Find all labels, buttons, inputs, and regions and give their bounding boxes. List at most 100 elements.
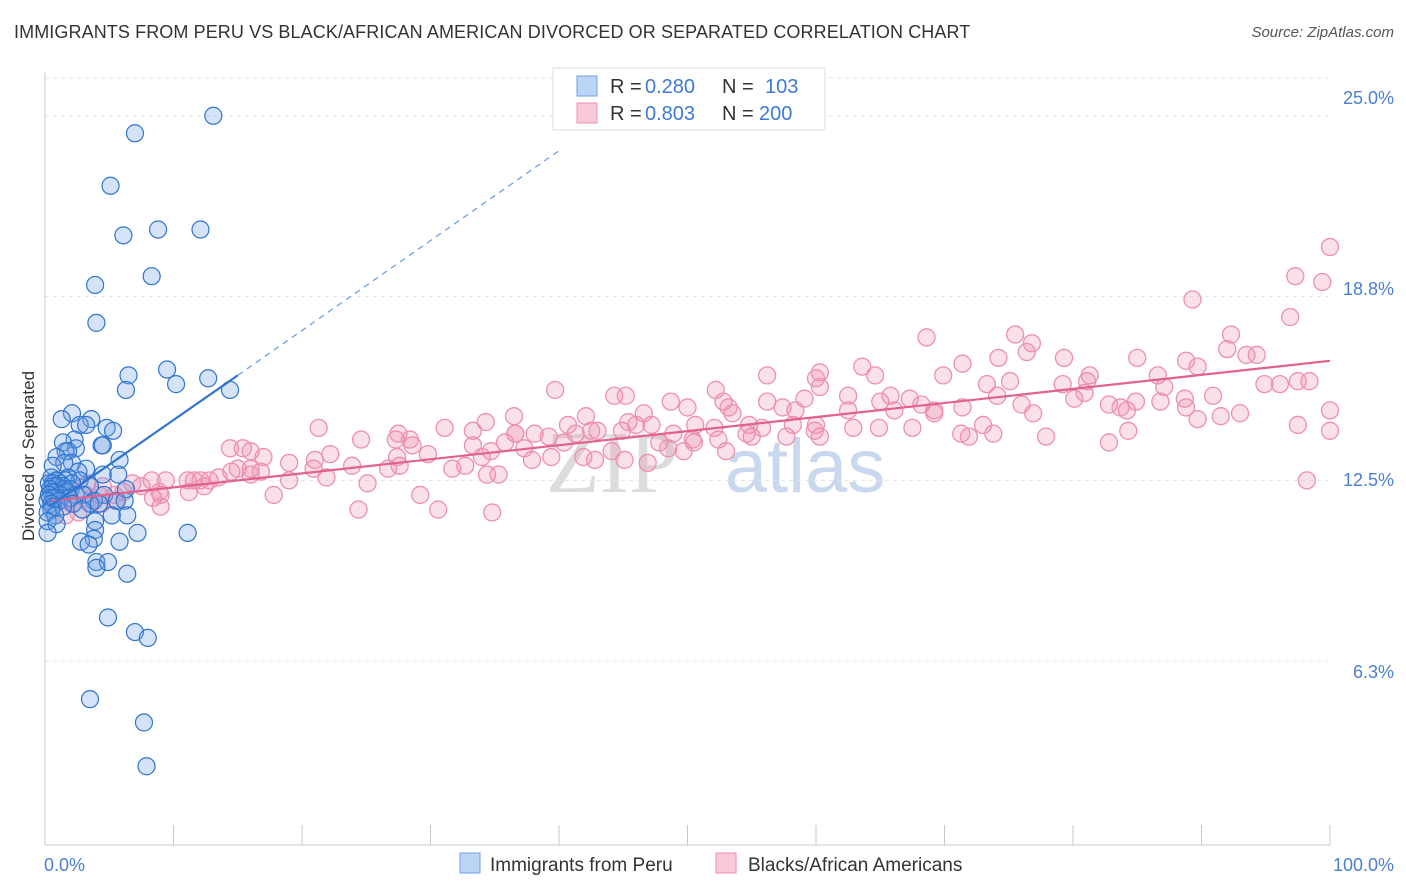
y-tick-label-6-3: 6.3%	[1353, 662, 1394, 682]
black-point	[1128, 348, 1147, 368]
x-tick-label-max: 100.0%	[1333, 855, 1394, 875]
legend-black-r-value: 0.803	[645, 103, 695, 125]
peru-point	[157, 360, 177, 379]
trend-lines	[48, 150, 1331, 508]
peru-point	[148, 220, 168, 239]
peru-trend-extension	[237, 150, 560, 376]
black-point	[881, 386, 900, 405]
black-point	[742, 427, 761, 446]
black-point	[264, 485, 283, 505]
black-trend-line	[51, 359, 1331, 502]
black-point	[777, 427, 796, 446]
y-tick-label-18-8: 18.8%	[1343, 279, 1394, 299]
black-point	[1218, 339, 1237, 359]
black-point	[351, 430, 371, 449]
black-point	[317, 468, 336, 487]
peru-point	[80, 690, 100, 709]
peru-point	[204, 106, 223, 125]
black-point	[1053, 374, 1072, 394]
series-peru-points	[38, 106, 240, 776]
black-point	[1017, 342, 1036, 362]
black-point	[1183, 290, 1202, 309]
black-point	[525, 424, 544, 443]
black-point	[615, 450, 634, 470]
peru-point	[109, 465, 128, 484]
black-point	[1176, 351, 1196, 370]
black-point	[903, 418, 922, 438]
black-point	[349, 500, 368, 519]
peru-point	[125, 124, 145, 143]
legend-peru-n-value: 103	[765, 76, 798, 98]
black-point	[1188, 357, 1207, 376]
peru-point	[79, 535, 98, 554]
black-point	[989, 348, 1008, 368]
black-point	[179, 482, 199, 502]
peru-point	[134, 713, 154, 732]
black-point	[241, 459, 260, 478]
black-point	[1313, 272, 1332, 292]
black-point	[959, 427, 979, 446]
peru-point	[98, 552, 118, 572]
black-point	[1255, 374, 1274, 394]
legend-black-swatch	[576, 102, 598, 124]
black-point	[1221, 325, 1241, 344]
legend-black-label: Blacks/African Americans	[748, 855, 962, 876]
black-point	[195, 477, 214, 496]
black-point	[1000, 372, 1020, 391]
black-point	[806, 369, 826, 388]
black-point	[758, 366, 777, 385]
black-point	[1300, 372, 1319, 391]
peru-point	[101, 176, 120, 195]
black-point	[386, 430, 405, 449]
black-point	[934, 366, 953, 385]
black-point	[1297, 471, 1317, 490]
black-point	[220, 439, 240, 458]
legend-peru-swatch	[576, 75, 598, 97]
black-point	[638, 453, 657, 473]
x-axis-ticks	[44, 825, 1331, 845]
black-point	[1006, 325, 1025, 344]
legend-black-n-label: N =	[722, 103, 754, 125]
black-point	[435, 418, 454, 438]
black-point	[1237, 345, 1256, 365]
peru-point	[166, 375, 186, 394]
black-point	[539, 427, 558, 446]
black-point	[463, 421, 483, 440]
black-point	[309, 418, 328, 438]
peru-point	[118, 506, 137, 525]
black-point	[1024, 404, 1043, 423]
black-point	[869, 418, 889, 438]
black-point	[545, 380, 565, 400]
black-point	[925, 401, 944, 420]
peru-point	[128, 523, 147, 542]
legend-box	[552, 67, 826, 131]
peru-point	[137, 757, 156, 776]
gridlines	[45, 77, 1330, 662]
peru-point	[82, 410, 101, 429]
chart-title: IMMIGRANTS FROM PERU VS BLACK/AFRICAN AM…	[14, 22, 971, 42]
black-point	[472, 447, 492, 467]
watermark: ZIP atlas	[546, 415, 885, 512]
black-point	[1119, 421, 1138, 440]
black-point	[1288, 415, 1308, 435]
peru-point	[104, 421, 123, 440]
peru-point	[86, 275, 105, 295]
peru-trend-line	[48, 374, 239, 508]
legend-black-n-value: 200	[759, 103, 792, 125]
black-point	[1247, 345, 1266, 365]
black-point	[810, 427, 830, 446]
black-point	[1281, 307, 1300, 327]
peru-point	[52, 410, 71, 429]
peru-point	[38, 523, 57, 542]
y-tick-label-25: 25.0%	[1343, 88, 1394, 108]
black-point	[429, 500, 448, 519]
black-point	[838, 386, 858, 405]
black-point	[1151, 392, 1170, 411]
legend-peru-label: Immigrants from Peru	[490, 855, 673, 876]
legend-peru-n-label: N =	[722, 76, 754, 98]
series-legend: Immigrants from Peru Blacks/African Amer…	[459, 852, 962, 876]
black-point	[554, 433, 574, 452]
black-point	[984, 424, 1003, 443]
black-point	[254, 447, 273, 467]
